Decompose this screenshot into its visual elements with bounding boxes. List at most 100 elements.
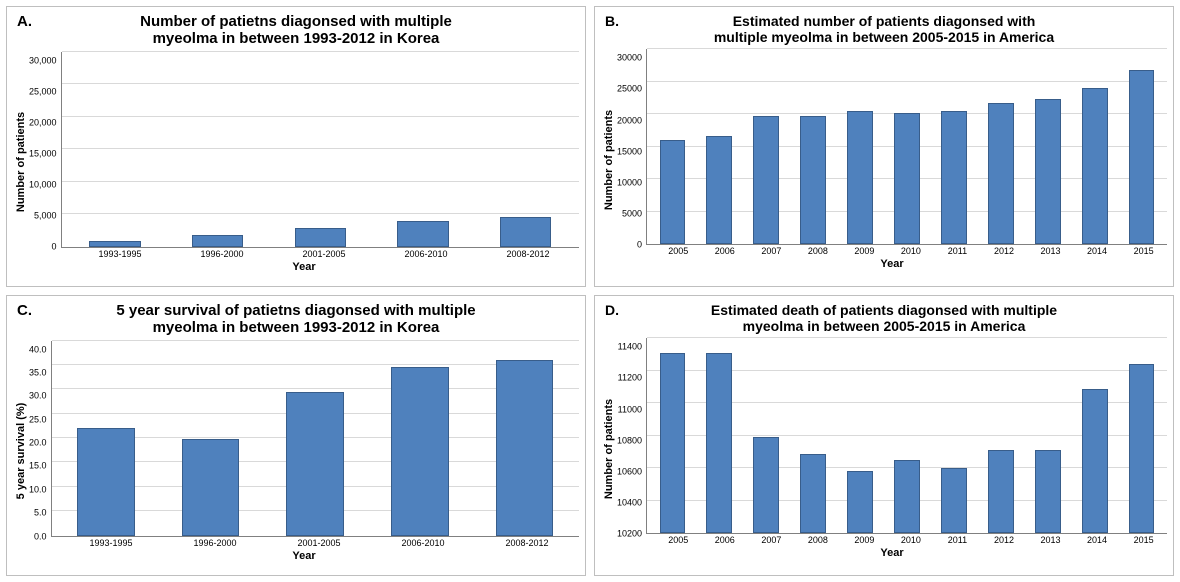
panel-title-line1: Number of patietns diagonsed with multip… <box>33 13 559 30</box>
panel-title-line2: multiple myeolma in between 2005-2015 in… <box>621 29 1147 45</box>
panel-b: B.Estimated number of patients diagonsed… <box>594 6 1174 287</box>
bar <box>89 241 140 246</box>
chart-main: 0.05.010.015.020.025.030.035.040.01993-1… <box>29 341 579 562</box>
plot <box>646 338 1167 534</box>
y-tick: 11000 <box>618 405 642 414</box>
y-tick: 5,000 <box>34 212 57 221</box>
y-tick: 15000 <box>617 147 642 156</box>
panel-letter: B. <box>605 13 619 29</box>
y-tick: 0 <box>52 243 57 252</box>
chart-main: 1020010400106001080011000112001140020052… <box>617 338 1167 559</box>
gridline <box>62 213 579 214</box>
y-axis-label: Number of patients <box>603 399 615 499</box>
x-tick: 2006-2010 <box>375 250 477 259</box>
panel-title-line2: myeolma in between 2005-2015 in America <box>621 318 1147 334</box>
x-tick: 1996-2000 <box>163 539 267 548</box>
bar <box>988 103 1014 244</box>
x-tick: 1993-1995 <box>69 250 171 259</box>
chart-main: 05,00010,00015,00020,00025,00030,0001993… <box>29 52 579 273</box>
bar <box>1129 364 1155 533</box>
panel-title-line2: myeolma in between 1993-2012 in Korea <box>33 30 559 47</box>
y-ticks: 05,00010,00015,00020,00025,00030,000 <box>29 52 61 248</box>
chart-area: Number of patients1020010400106001080011… <box>601 338 1167 559</box>
x-tick: 1996-2000 <box>171 250 273 259</box>
x-tick: 1993-1995 <box>59 539 163 548</box>
x-tick: 2014 <box>1074 536 1121 545</box>
bar <box>182 439 240 536</box>
y-tick: 10000 <box>617 178 642 187</box>
x-ticks: 1993-19951996-20002001-20052006-20102008… <box>59 539 579 548</box>
bar <box>1082 88 1108 244</box>
y-tick: 15,000 <box>29 149 57 158</box>
bar <box>660 140 686 244</box>
x-axis-label: Year <box>617 258 1167 270</box>
bar <box>397 221 448 247</box>
x-ticks-row: 1993-19951996-20002001-20052006-20102008… <box>29 248 579 259</box>
y-tick: 10,000 <box>29 181 57 190</box>
bar <box>800 454 826 534</box>
panel-title: 5 year survival of patietns diagonsed wi… <box>13 302 579 337</box>
y-tick: 10200 <box>617 530 642 539</box>
y-tick: 10600 <box>617 467 642 476</box>
plot-row: 0.05.010.015.020.025.030.035.040.0 <box>29 341 579 537</box>
y-tick: 10400 <box>617 498 642 507</box>
x-axis-label: Year <box>29 550 579 562</box>
chart-area: Number of patients0500010000150002000025… <box>601 49 1167 270</box>
plot <box>646 49 1167 245</box>
panel-a: A.Number of patietns diagonsed with mult… <box>6 6 586 287</box>
x-tick: 2008-2012 <box>477 250 579 259</box>
x-ticks-spacer <box>617 245 655 256</box>
y-tick: 11400 <box>618 343 642 352</box>
x-tick: 2009 <box>841 247 888 256</box>
bar <box>941 111 967 244</box>
y-tick: 5000 <box>622 209 642 218</box>
panel-title-line1: 5 year survival of patietns diagonsed wi… <box>33 302 559 319</box>
bar <box>77 428 135 535</box>
bar <box>941 468 967 533</box>
gridline <box>62 51 579 52</box>
plot <box>61 52 579 248</box>
bar <box>847 111 873 244</box>
bar <box>706 136 732 244</box>
x-tick: 2001-2005 <box>267 539 371 548</box>
y-tick: 40.0 <box>29 345 47 354</box>
y-tick: 0 <box>637 241 642 250</box>
x-tick: 2008-2012 <box>475 539 579 548</box>
gridline <box>62 83 579 84</box>
bar <box>894 460 920 533</box>
gridline <box>62 116 579 117</box>
gridline <box>647 81 1167 82</box>
x-tick: 2010 <box>888 247 935 256</box>
x-axis-label: Year <box>29 261 579 273</box>
gridline <box>647 48 1167 49</box>
bar <box>660 353 686 533</box>
y-tick: 30.0 <box>29 392 47 401</box>
bar <box>192 235 243 246</box>
bar <box>1035 450 1061 533</box>
y-tick: 25000 <box>617 85 642 94</box>
x-tick: 2011 <box>934 536 981 545</box>
x-ticks-row: 2005200620072008200920102011201220132014… <box>617 534 1167 545</box>
gridline <box>52 340 579 341</box>
x-ticks-row: 2005200620072008200920102011201220132014… <box>617 245 1167 256</box>
y-tick: 20,000 <box>29 118 57 127</box>
plot <box>51 341 579 537</box>
x-tick: 2014 <box>1074 247 1121 256</box>
chart-area: 5 year survival (%)0.05.010.015.020.025.… <box>13 341 579 562</box>
panel-letter: D. <box>605 302 619 318</box>
y-tick: 15.0 <box>29 462 47 471</box>
panel-title: Estimated number of patients diagonsed w… <box>601 13 1167 45</box>
panel-letter: C. <box>17 302 32 319</box>
y-tick: 25.0 <box>29 415 47 424</box>
y-ticks: 050001000015000200002500030000 <box>617 49 646 245</box>
y-ticks: 10200104001060010800110001120011400 <box>617 338 646 534</box>
panel-letter: A. <box>17 13 32 30</box>
bar <box>894 113 920 244</box>
y-axis-label-wrap: Number of patients <box>601 338 617 559</box>
x-tick: 2008 <box>795 536 842 545</box>
y-tick: 20.0 <box>29 439 47 448</box>
x-tick: 2001-2005 <box>273 250 375 259</box>
bar <box>1035 99 1061 244</box>
y-tick: 25,000 <box>29 87 57 96</box>
y-tick: 11200 <box>618 374 642 383</box>
